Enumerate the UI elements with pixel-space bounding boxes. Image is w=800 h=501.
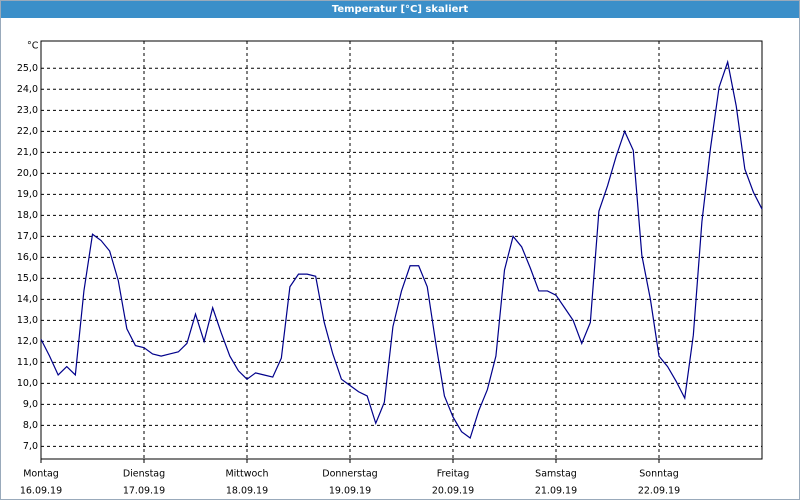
y-tick-label: 12,0: [17, 336, 38, 347]
y-tick-label: 16,0: [17, 252, 38, 263]
x-tick-date: 17.09.19: [123, 486, 165, 497]
y-tick-label: 9,0: [23, 399, 38, 410]
y-tick-label: 22,0: [17, 126, 38, 137]
x-tick-label: Freitag: [437, 469, 470, 480]
y-tick-label: 13,0: [17, 315, 38, 326]
y-tick-label: 7,0: [23, 441, 38, 452]
y-tick-label: 8,0: [23, 420, 38, 431]
plot-area: [40, 40, 763, 460]
x-tick-label: Sonntag: [639, 469, 678, 480]
x-tick-date: 19.09.19: [329, 486, 371, 497]
temperature-line: [40, 59, 763, 439]
y-unit-label: °C: [27, 41, 39, 52]
y-tick-label: 17,0: [17, 231, 38, 242]
x-tick-label: Mittwoch: [225, 469, 268, 480]
x-tick-date: 18.09.19: [226, 486, 268, 497]
x-tick-label: Samstag: [535, 469, 577, 480]
y-tick-label: 10,0: [17, 378, 38, 389]
x-tick-date: 22.09.19: [638, 486, 680, 497]
y-tick-label: 21,0: [17, 147, 38, 158]
y-tick-label: 19,0: [17, 189, 38, 200]
x-tick-date: 16.09.19: [20, 486, 62, 497]
x-tick-date: 21.09.19: [535, 486, 577, 497]
y-tick-label: 18,0: [17, 210, 38, 221]
y-tick-label: 24,0: [17, 84, 38, 95]
x-tick-label: Dienstag: [123, 469, 165, 480]
y-tick-label: 11,0: [17, 357, 38, 368]
y-tick-label: 25,0: [17, 63, 38, 74]
title-bar: Temperatur [°C] skaliert: [1, 1, 799, 18]
x-tick-date: 20.09.19: [432, 486, 474, 497]
y-tick-label: 20,0: [17, 168, 38, 179]
y-tick-label: 14,0: [17, 294, 38, 305]
y-tick-label: 15,0: [17, 273, 38, 284]
x-tick-label: Donnerstag: [322, 469, 377, 480]
x-tick-label: Montag: [23, 469, 59, 480]
y-tick-label: 23,0: [17, 105, 38, 116]
